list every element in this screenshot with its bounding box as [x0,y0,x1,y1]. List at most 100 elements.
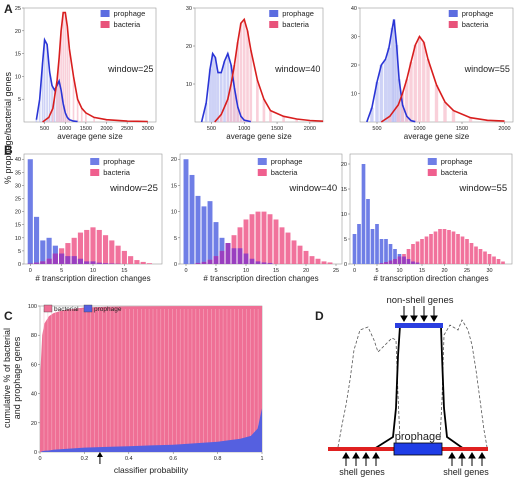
y-tick-label: 15 [341,187,347,193]
overlap-bar [243,253,249,264]
legend-swatch [257,158,267,165]
x-tick-label: 1 [260,456,263,462]
y-tick-label: 20 [186,44,192,50]
chart-a1: 500 1000 1500 2000 2500 3000 5 10 15 20 25 prophage… [15,6,157,141]
prophage-bar [40,240,46,264]
bacteria-bar [249,49,253,122]
bacteria-bar [502,121,507,122]
bacteria-bar [68,49,71,122]
legend-label: bacteria [271,168,299,177]
bacteria-bar [236,42,239,123]
x-tick-label: 20 [303,268,309,274]
plot-frame [23,7,157,123]
x-axis-label: # transcription direction changes [203,274,318,283]
prophage-bar [219,72,223,122]
x-tick-label: 15 [273,268,279,274]
window-label: window=55 [464,64,510,74]
bacteria-bar [261,211,267,264]
y-tick-label: 30 [351,35,357,41]
overlap-bar [231,248,237,264]
bacteria-bar [321,121,325,122]
legend-swatch [43,304,53,313]
legend-label: prophage [114,9,146,18]
y-tick-label: 5 [18,97,21,103]
overlap-bar [40,261,46,264]
y-tick-label: 35 [15,170,21,176]
prophage-bar [375,82,379,122]
bacteria-bar [315,258,321,264]
bacteria-bar [249,214,255,264]
prophage-bar [211,53,215,122]
x-tick-label: 20 [441,268,447,274]
overlap-bar [384,262,388,264]
x-tick-label: 5 [375,268,378,274]
bacteria-bar [409,62,413,122]
bacteria-bar [291,240,297,264]
bacteria-bar [64,12,67,123]
bacteria-bar [422,42,426,123]
prophage-bar [392,19,396,122]
bacteria-bar [273,219,279,264]
bacteria-line [380,34,505,123]
bacteria-bar [468,117,473,122]
panel-label-a: A [4,2,13,16]
x-axis-label: average gene size [226,132,292,141]
bacteria-bar [321,261,327,264]
window-label: window=40 [274,64,320,74]
legend-swatch [269,21,279,28]
bacteria-bar [115,245,121,264]
bacteria-bar [229,84,233,122]
bacteria-bar [140,261,146,264]
y-tick-label: 60 [31,362,37,368]
x-tick-label: 500 [207,126,216,132]
x-tick-label: 15 [419,268,425,274]
overlap-bar [77,258,84,264]
bacteria-bar [442,229,447,264]
prophage-bar [375,224,379,264]
bacteria-bar [93,117,95,122]
prophage-bar [207,201,213,264]
y-tick-label: 20 [15,29,21,35]
chart-c: 0 0.2 0.4 0.6 0.8 1 0 20 40 60 80 100 bacterial proph… [28,304,264,475]
prophage-bar [43,39,46,122]
bacteria-bar [66,26,69,123]
overlap-bar [225,243,231,264]
bacteria-bar [109,240,115,264]
plot-frame [179,153,343,265]
prophage-bar [189,174,195,264]
prophage-bar [393,249,397,264]
prophage-bar [204,103,208,122]
prophage-bar [195,195,201,264]
non-shell-bar [395,323,443,328]
prophage-bar [216,72,220,122]
bacteria-bar [262,99,266,122]
prophage-bar [394,45,399,122]
y-tick-label: 40 [31,392,37,398]
bacteria-bar [501,261,505,264]
y-tick-label: 10 [341,212,347,218]
window-label: window=55 [458,183,507,194]
overlap-bar [65,256,71,264]
y-tick-label: 5 [18,249,21,255]
plot-frame [194,7,324,123]
bacteria-bar [105,119,108,122]
bacteria-bar [84,229,90,264]
bacteria-bar [496,259,501,264]
x-axis-label: classifier probability [114,465,189,475]
legend-swatch [448,10,458,17]
c-ylabel-line1: cumulative % of bacterial [2,328,12,428]
x-tick-label: 0.2 [81,456,89,462]
x-tick-label: 2000 [304,126,316,132]
panel-label-c: C [4,309,13,323]
y-tick-label: 20 [351,63,357,69]
bacteria-bar [285,232,291,264]
x-axis-label: average gene size [404,132,470,141]
bacteria-bar [309,256,315,264]
window-label: window=25 [109,183,158,194]
overlap-bar [255,261,261,264]
overlap-bar [109,263,115,264]
panel-label-d: D [315,309,324,323]
bacteria-bar [269,110,272,122]
legend-label: prophage [462,9,494,18]
bacteria-bar [465,239,469,264]
